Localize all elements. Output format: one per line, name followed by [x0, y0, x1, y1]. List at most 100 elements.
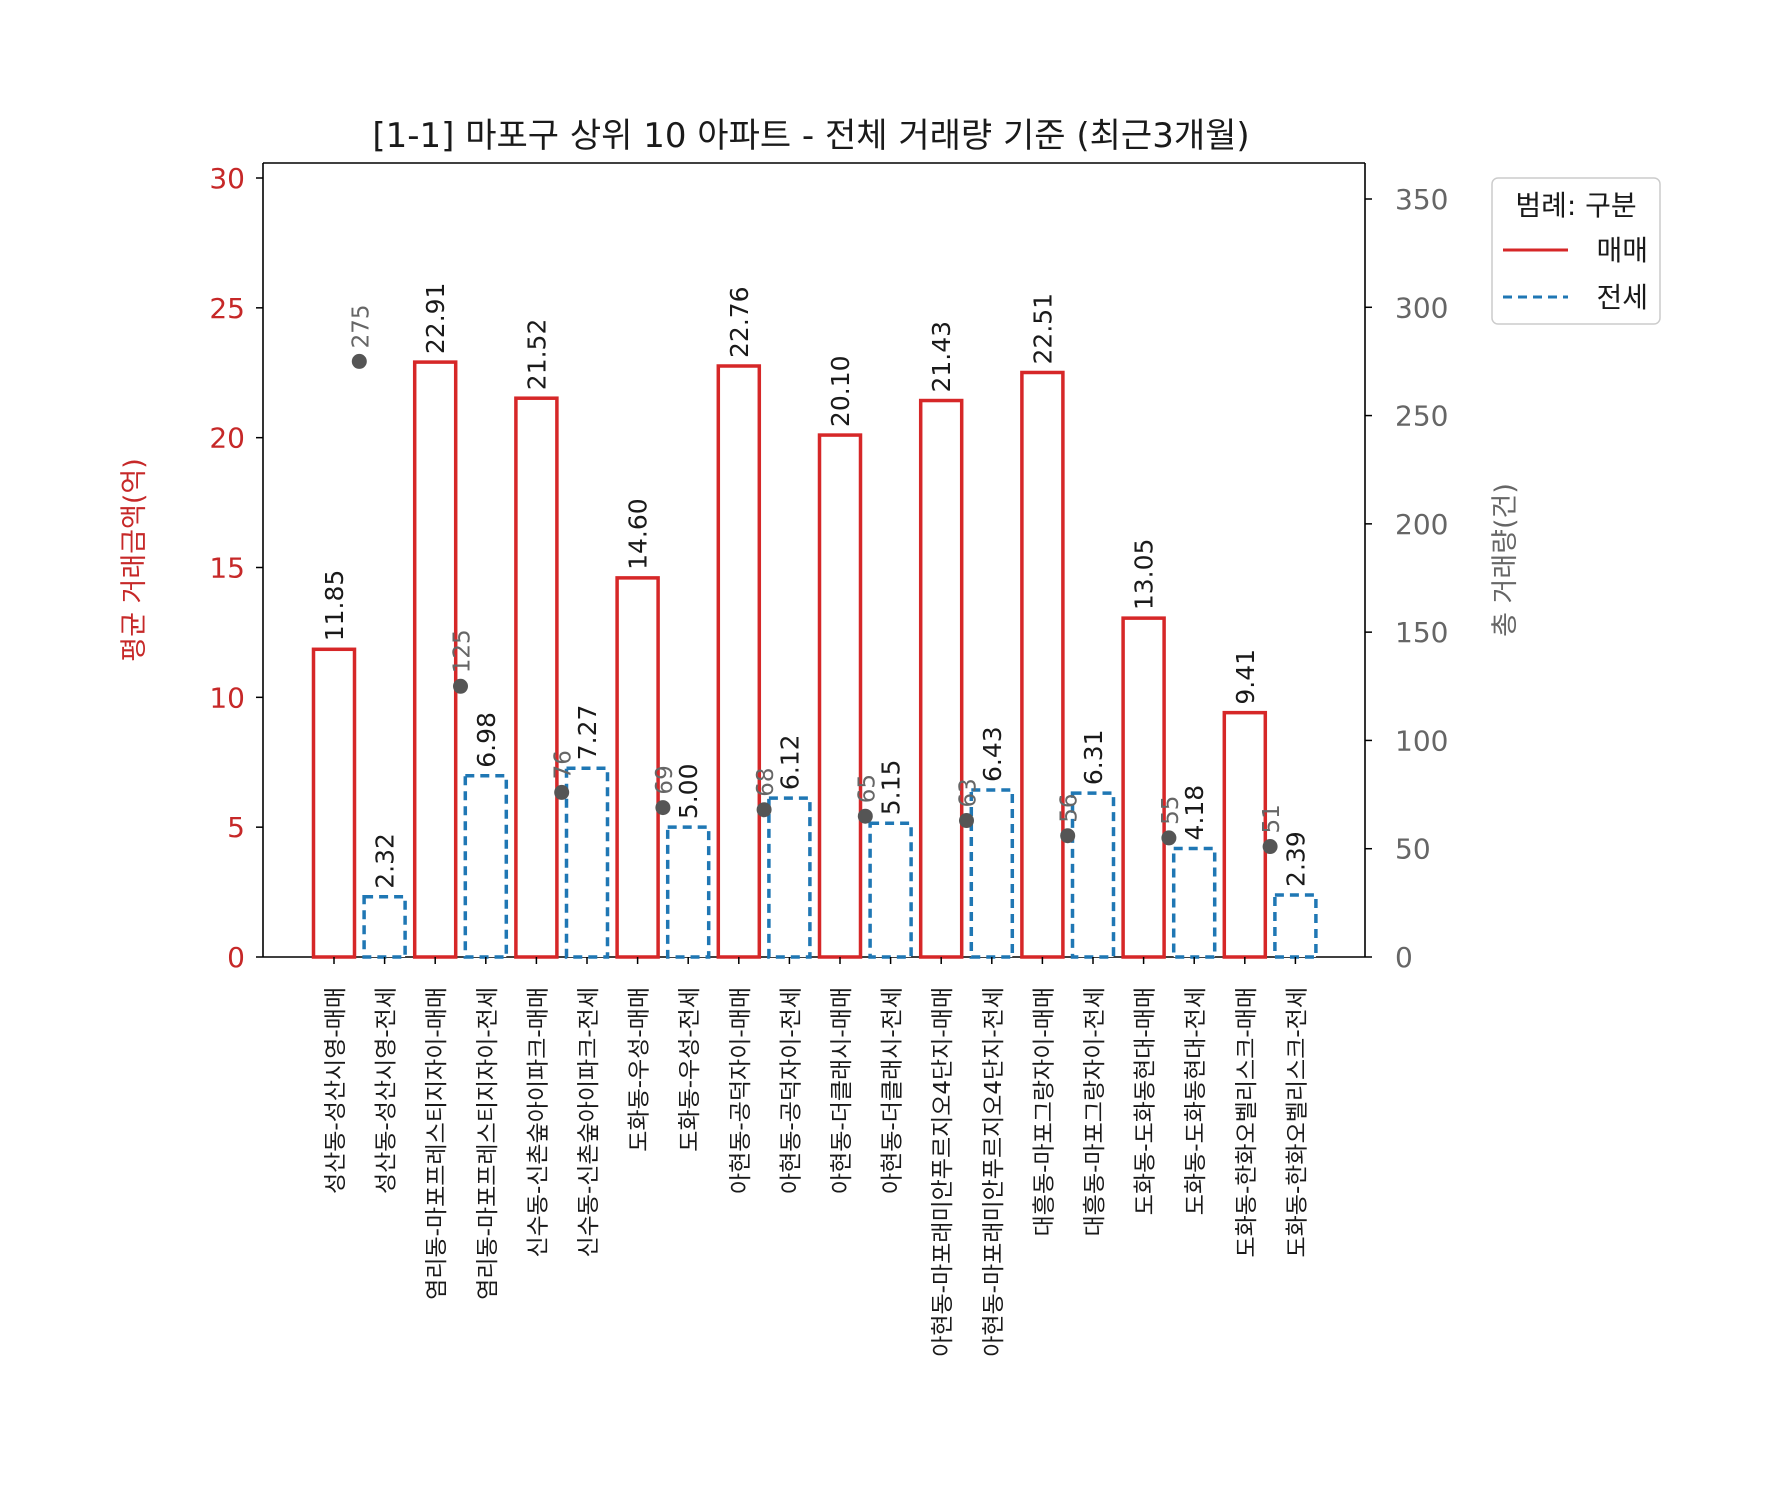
volume-label: 65: [854, 774, 880, 803]
bar-jeonse: [665, 825, 711, 959]
y-tick-label-right: 300: [1395, 291, 1448, 324]
x-tick-label: 신수동-신촌숲아이파크-전세: [576, 987, 602, 1258]
volume-point: [453, 678, 468, 694]
x-tick-label: 아현동-공덕자이-전세: [778, 987, 804, 1194]
bar-value-label: 4.18: [1180, 785, 1209, 841]
x-tick-label: 도화동-한화오벨리스크-전세: [1284, 987, 1310, 1258]
bar-value-label: 2.32: [371, 833, 400, 889]
y-tick-label-left: 15: [209, 552, 245, 585]
x-tick-label: 대흥동-마포그랑자이-전세: [1082, 987, 1108, 1236]
x-tick-label: 염리동-마포프레스티지자이-전세: [475, 987, 501, 1300]
bar-value-label: 22.76: [725, 286, 754, 358]
bar-sale: [311, 647, 357, 959]
x-tick-label: 도화동-우성-전세: [677, 987, 703, 1152]
bar-value-label: 14.60: [624, 498, 653, 570]
bar-jeonse: [1070, 791, 1116, 959]
bar-sale: [817, 433, 863, 959]
volume-label: 76: [551, 750, 577, 779]
bar-sale: [412, 360, 458, 959]
volume-label: 55: [1158, 796, 1184, 825]
bar-sale: [1121, 616, 1166, 959]
volume-label: 68: [753, 767, 779, 796]
legend: 범례: 구분 매매 전세: [1491, 177, 1661, 325]
volume-point: [959, 813, 974, 829]
y-axis-label-right: 총 거래량(건): [1490, 483, 1521, 637]
volume-point: [655, 800, 671, 816]
bar-sale: [918, 398, 964, 959]
volume-point: [756, 802, 772, 818]
bar-value-label: 22.91: [421, 283, 450, 355]
bar-sale: [1222, 710, 1268, 959]
volume-point: [351, 353, 367, 369]
x-tick-label: 대흥동-마포그랑자이-매매: [1031, 987, 1057, 1236]
y-tick-label-left: 25: [209, 292, 245, 325]
bar-sale: [716, 364, 762, 959]
legend-label-jeonse: 전세: [1596, 281, 1648, 314]
y-tick-label-left: 10: [209, 681, 245, 714]
x-tick-label: 성산동-성산시영-매매: [323, 987, 349, 1194]
bar-value-label: 5.00: [674, 763, 703, 819]
x-tick-label: 도화동-도화동현대-매매: [1133, 987, 1159, 1215]
volume-label: 63: [956, 778, 982, 807]
volume-label: 275: [348, 305, 374, 349]
bar-value-label: 6.12: [775, 734, 804, 790]
y-tick-label-right: 200: [1395, 508, 1448, 541]
y-tick-label-right: 150: [1395, 616, 1448, 649]
x-tick-label: 염리동-마포프레스티지자이-매매: [424, 987, 450, 1300]
x-tick-label: 도화동-우성-매매: [627, 987, 653, 1152]
chart-title: [1-1] 마포구 상위 10 아파트 - 전체 거래량 기준 (최근3개월): [372, 116, 1249, 156]
bar-value-label: 20.10: [826, 355, 855, 427]
y-tick-label-left: 20: [209, 422, 245, 455]
y-tick-label-right: 50: [1395, 833, 1431, 866]
bar-value-label: 7.27: [573, 705, 602, 761]
volume-point: [1161, 830, 1177, 846]
bar-jeonse: [969, 788, 1015, 959]
bar-value-label: 22.51: [1028, 293, 1057, 365]
bar-jeonse: [1171, 846, 1217, 959]
bar-value-label: 11.85: [320, 570, 349, 642]
legend-box: [1491, 177, 1661, 325]
bar-sale: [1020, 370, 1065, 959]
bar-value-label: 13.05: [1130, 539, 1159, 611]
bar-value-label: 2.39: [1281, 831, 1310, 887]
y-tick-label-left: 30: [209, 162, 245, 195]
x-tick-label: 아현동-공덕자이-매매: [728, 987, 754, 1194]
volume-point: [1060, 828, 1076, 844]
legend-label-sale: 매매: [1596, 234, 1648, 267]
y-tick-label-right: 100: [1395, 724, 1448, 757]
volume-label: 51: [1259, 804, 1285, 833]
bar-jeonse: [1273, 893, 1318, 959]
x-tick-label: 아현동-마포래미안푸르지오4단지-전세: [981, 987, 1007, 1357]
bar-sale: [514, 396, 559, 959]
volume-label: 69: [652, 765, 678, 794]
bar-jeonse: [564, 766, 610, 959]
bar-value-label: 5.15: [877, 760, 906, 816]
y-tick-label-right: 250: [1395, 400, 1448, 433]
y-tick-label-left: 5: [227, 811, 245, 844]
y-tick-label-right: 350: [1395, 183, 1448, 216]
volume-label: 125: [450, 629, 476, 673]
y-tick-label-left: 0: [227, 941, 245, 974]
x-tick-label: 아현동-더클래시-전세: [880, 987, 906, 1194]
x-tick-label: 도화동-도화동현대-전세: [1183, 987, 1209, 1215]
y-tick-label-right: 0: [1395, 941, 1413, 974]
bar-jeonse: [362, 895, 407, 959]
x-tick-label: 도화동-한화오벨리스크-매매: [1234, 987, 1260, 1258]
x-tick-label: 성산동-성산시영-전세: [374, 987, 400, 1194]
y-axis-label-left: 평균 거래금액(억): [119, 458, 150, 662]
volume-point: [554, 784, 570, 800]
bar-jeonse: [868, 821, 913, 959]
x-tick-label: 아현동-마포래미안푸르지오4단지-매매: [930, 987, 956, 1357]
bar-value-label: 6.43: [978, 726, 1007, 782]
volume-point: [857, 808, 873, 824]
bar-value-label: 6.98: [472, 712, 501, 768]
bar-value-label: 9.41: [1231, 649, 1260, 705]
bar-value-label: 6.31: [1079, 729, 1108, 785]
legend-title: 범례: 구분: [1515, 189, 1636, 222]
volume-point: [1262, 839, 1278, 855]
plot-area: 05101520253005010015020025030035011.85성산…: [209, 162, 1448, 1357]
bar-jeonse: [463, 774, 509, 959]
x-tick-label: 아현동-더클래시-매매: [829, 987, 855, 1194]
bar-jeonse: [767, 796, 812, 959]
